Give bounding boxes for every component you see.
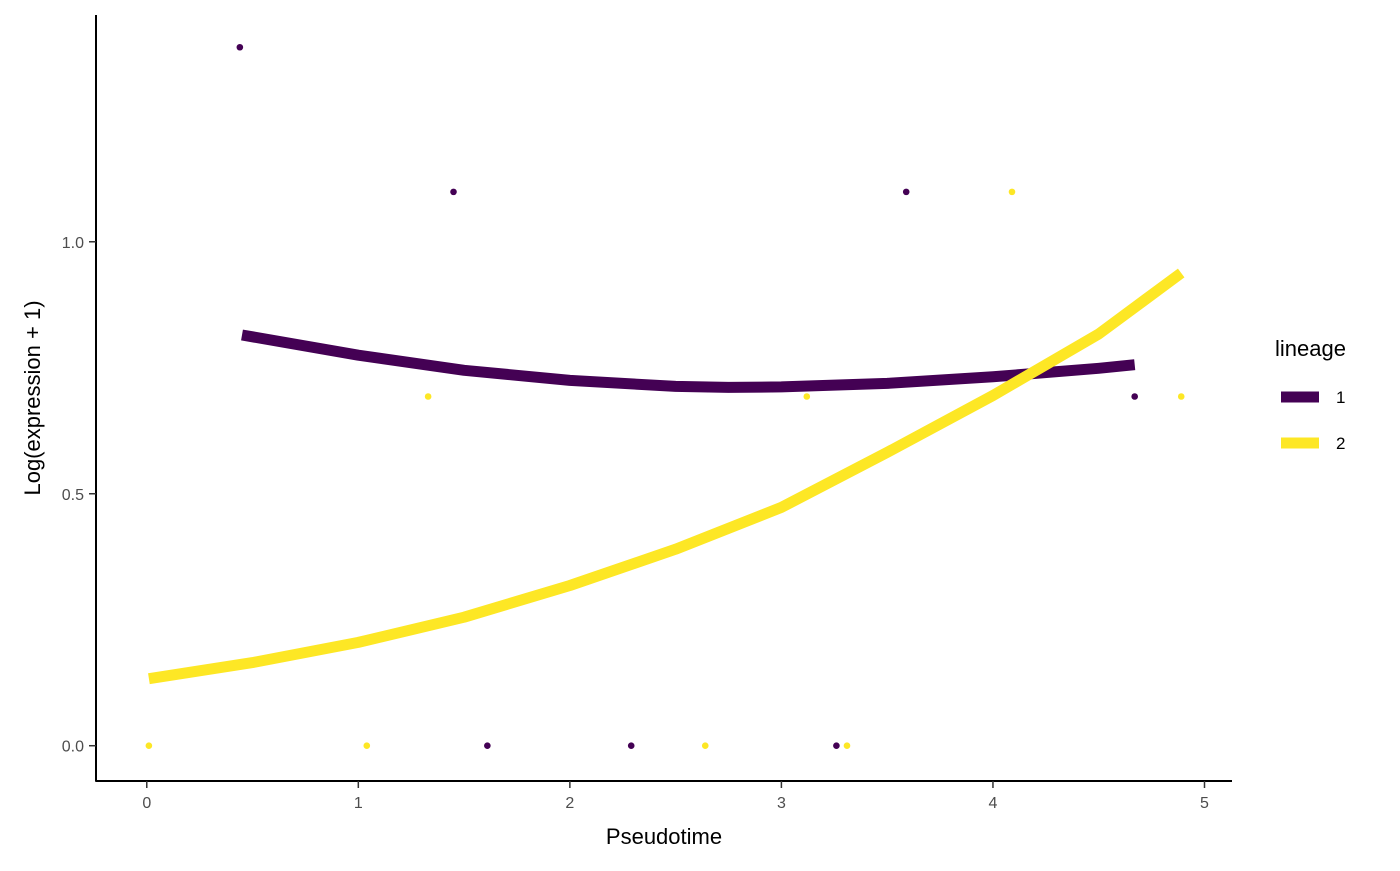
x-tick-label: 5 — [1200, 795, 1209, 812]
x-axis-title: Pseudotime — [606, 824, 722, 849]
point-lineage-2 — [843, 742, 851, 750]
axes: 0 1 2 3 4 5 0.0 0.5 1.0 Pseudotime Log(expression … — [20, 15, 1232, 849]
point-lineage-1 — [484, 742, 491, 750]
legend-label-2: 2 — [1336, 434, 1345, 453]
point-lineage-2 — [424, 393, 432, 400]
y-tick-label: 0.5 — [62, 487, 84, 504]
point-lineage-2 — [803, 393, 811, 400]
legend-label-1: 1 — [1336, 388, 1345, 407]
point-lineage-2 — [701, 742, 709, 750]
x-tick-label: 3 — [777, 795, 786, 812]
point-lineage-2 — [1177, 393, 1185, 400]
y-tick-label: 0.0 — [62, 739, 84, 756]
y-tick-label: 1.0 — [62, 235, 84, 252]
fit-lines — [148, 268, 1185, 685]
point-lineage-1 — [627, 742, 635, 750]
point-lineage-1 — [450, 188, 457, 196]
legend-title: lineage — [1275, 336, 1346, 361]
x-tick-label: 4 — [989, 795, 998, 812]
point-lineage-2 — [1008, 188, 1016, 196]
y-axis-title: Log(expression + 1) — [20, 300, 45, 495]
point-lineage-1 — [236, 43, 244, 51]
x-tick-label: 0 — [142, 795, 151, 812]
fit-line-lineage-2 — [148, 268, 1185, 685]
point-lineage-2 — [145, 742, 153, 750]
data-points — [145, 43, 1185, 750]
point-lineage-1 — [833, 742, 840, 750]
fit-line-lineage-1 — [241, 329, 1136, 393]
point-lineage-1 — [1131, 393, 1138, 400]
point-lineage-2 — [363, 742, 371, 750]
point-lineage-1 — [902, 188, 910, 196]
legend: lineage 1 2 — [1275, 336, 1346, 453]
x-tick-label: 1 — [354, 795, 363, 812]
x-tick-label: 2 — [565, 795, 574, 812]
